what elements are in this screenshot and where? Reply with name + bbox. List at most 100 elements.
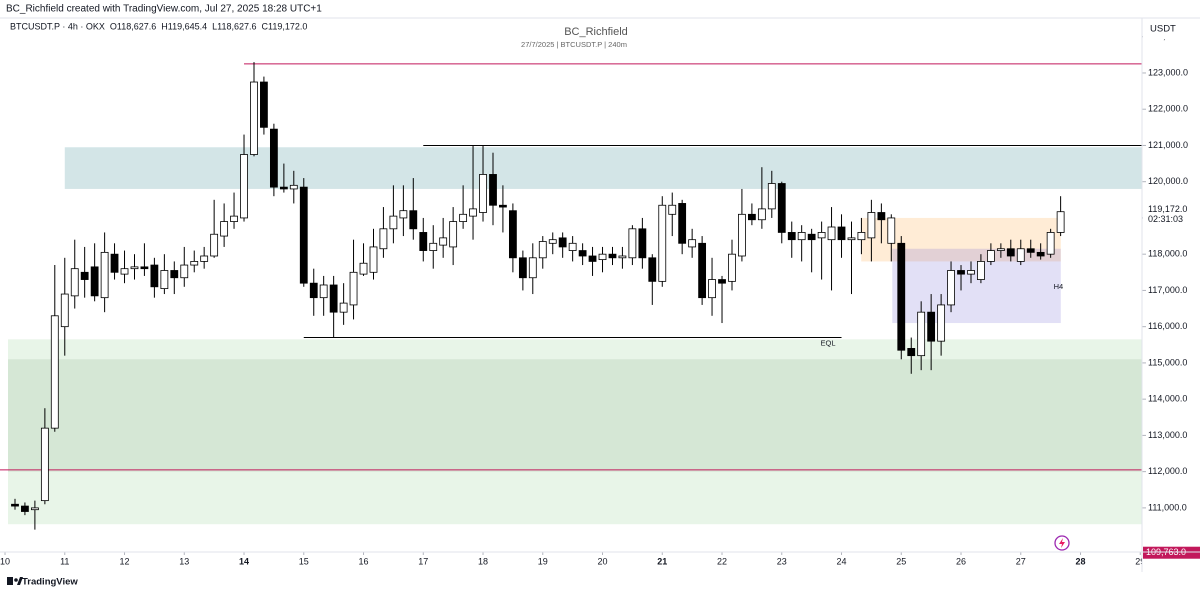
candle-body [797, 232, 806, 241]
candle-body [200, 255, 209, 262]
logo [7, 577, 23, 585]
candle-body [767, 183, 776, 210]
candle-body [668, 204, 677, 215]
candle-body [489, 174, 497, 206]
candle-body [957, 270, 965, 275]
candle-body [439, 237, 448, 246]
candle-body [967, 270, 975, 275]
plot-area: EQL H4 [0, 62, 1142, 552]
candle-body [110, 253, 119, 273]
x-tick-label: 20 [598, 556, 608, 566]
candle-body [747, 213, 756, 221]
candle-body [887, 217, 896, 244]
legend-item: C119,172.0 [262, 21, 308, 31]
footer-brand: TradingView [22, 577, 78, 588]
candle-body [309, 282, 318, 299]
candle-body [558, 237, 567, 248]
candle-body [120, 268, 129, 275]
y-tick-label: 122,000.0 [1148, 104, 1188, 114]
candle-body [807, 233, 816, 241]
candle-body [130, 266, 139, 270]
x-tick-label: 13 [179, 556, 189, 566]
candle-body [857, 232, 866, 241]
y-tick-label: 123,000.0 [1148, 67, 1188, 77]
x-tick-label: 23 [777, 556, 787, 566]
candle-body [220, 221, 229, 237]
x-tick-label: 15 [299, 556, 309, 566]
header: BC_Richfield created with TradingView.co… [6, 4, 322, 15]
candle-body [349, 271, 358, 306]
x-tick-label: 19 [538, 556, 548, 566]
candle-body [240, 154, 248, 219]
y-unit: USDT [1150, 24, 1176, 35]
y-tick-label: 113,000.0 [1148, 430, 1187, 440]
candle-body [897, 242, 906, 351]
y-tick-label: 117,000.0 [1148, 285, 1187, 295]
candle-body [1056, 211, 1065, 233]
candle-body [777, 183, 786, 233]
candle-body [947, 270, 955, 306]
x-tick-label: 11 [60, 556, 69, 566]
candle-body [279, 186, 288, 190]
x-tick-label: 29 [1135, 556, 1145, 566]
candle-body [260, 81, 268, 128]
legend-item: BTCUSDT.P · 4h · OKX [10, 21, 105, 31]
candle-body [568, 242, 577, 251]
candle-body [289, 184, 298, 190]
candle-body [977, 261, 985, 280]
candle-body [469, 208, 477, 217]
candle-body [150, 264, 159, 288]
candle-body [339, 302, 348, 313]
y-tick-label: 121,000.0 [1148, 140, 1188, 150]
candle-body [518, 257, 527, 279]
x-tick-label: 26 [956, 556, 966, 566]
candle-body [917, 311, 926, 357]
candle-body [399, 210, 408, 219]
candle-body [508, 210, 517, 259]
candle-body [499, 204, 507, 208]
candle-body [449, 221, 458, 248]
candle-body [50, 315, 59, 429]
candle-body [11, 503, 19, 507]
chart-subtitle: 27/7/2025 | BTCUSDT.P | 240m [521, 40, 627, 49]
candle-body [548, 239, 557, 244]
candle-body [817, 232, 826, 239]
legend-item: H119,645.4 [161, 21, 207, 31]
candle-body [319, 284, 328, 299]
x-tick-label: 16 [359, 556, 369, 566]
candle-body [996, 248, 1005, 251]
candle-body [429, 242, 438, 251]
annotation: H4 [1054, 282, 1064, 291]
candle-body [250, 81, 258, 155]
candle-body [269, 128, 278, 188]
candle-body [867, 212, 876, 239]
x-tick-label: 25 [896, 556, 906, 566]
candle-body [847, 237, 856, 241]
candle-body [1006, 248, 1015, 257]
x-tick-label: 17 [418, 556, 428, 566]
candle-body [1036, 251, 1045, 257]
x-tick-label: 18 [478, 556, 488, 566]
candle-body [70, 268, 79, 297]
countdown: 02:31:03 [1148, 214, 1183, 224]
candle-body [230, 215, 238, 222]
candle-body [937, 304, 946, 342]
candle-body [658, 204, 667, 282]
candle-body [40, 427, 49, 502]
candle-body [1026, 248, 1035, 253]
candle-body [538, 241, 547, 259]
chart-title: BC_Richfield [564, 26, 628, 38]
unit-box [1143, 19, 1200, 39]
candle-body [389, 215, 398, 230]
candle-body [618, 255, 627, 259]
candle-body [100, 251, 109, 299]
candle-body [837, 226, 846, 241]
y-tick-label: 111,000.0 [1148, 502, 1187, 512]
y-tick-label: 118,000.0 [1148, 249, 1187, 259]
candle-body [369, 246, 378, 273]
zone [892, 248, 1061, 324]
x-tick-label: 21 [657, 556, 667, 566]
y-tick-label: 114,000.0 [1148, 394, 1187, 404]
candle-body [190, 261, 199, 266]
candle-body [459, 213, 468, 222]
